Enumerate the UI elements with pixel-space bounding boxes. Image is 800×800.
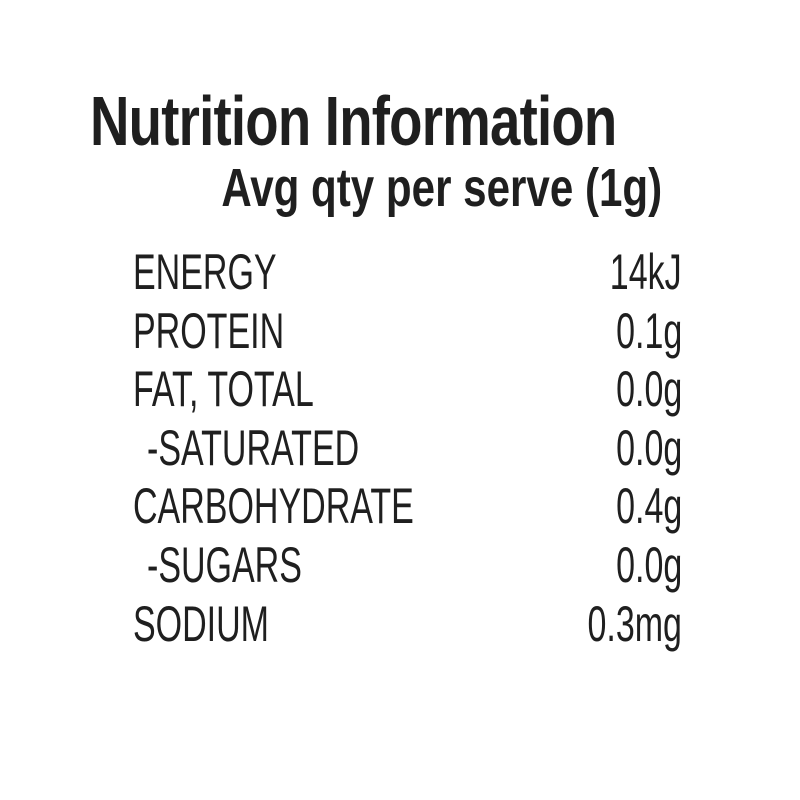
- nutrient-row-energy: ENERGY 14kJ: [133, 243, 682, 302]
- nutrient-name: -SUGARS: [147, 536, 302, 593]
- nutrient-value: 0.0g: [615, 361, 682, 418]
- nutrient-row-carbohydrate: CARBOHYDRATE 0.4g: [133, 477, 682, 536]
- nutrition-title: Nutrition Information: [90, 82, 617, 160]
- serving-subtitle: Avg qty per serve (1g): [221, 158, 662, 218]
- nutrient-row-protein: PROTEIN 0.1g: [133, 302, 682, 361]
- nutrient-table: ENERGY 14kJ PROTEIN 0.1g FAT, TOTAL 0.0g…: [133, 243, 682, 653]
- nutrient-value: 0.4g: [615, 478, 682, 535]
- nutrient-name: -SATURATED: [147, 419, 360, 476]
- nutrient-row-saturated: -SATURATED 0.0g: [133, 419, 682, 478]
- nutrient-name: CARBOHYDRATE: [133, 478, 414, 535]
- nutrient-value: 0.0g: [615, 419, 682, 476]
- nutrient-value: 0.1g: [615, 302, 682, 359]
- nutrient-name: SODIUM: [133, 595, 269, 652]
- nutrient-row-fat-total: FAT, TOTAL 0.0g: [133, 360, 682, 419]
- nutrient-name: ENERGY: [133, 244, 277, 300]
- nutrient-value: 0.0g: [615, 536, 682, 593]
- nutrient-name: FAT, TOTAL: [133, 361, 314, 418]
- nutrient-name: PROTEIN: [133, 302, 285, 359]
- nutrient-value: 14kJ: [610, 244, 682, 300]
- nutrient-row-sugars: -SUGARS 0.0g: [133, 536, 682, 595]
- nutrient-value: 0.3mg: [587, 595, 682, 652]
- nutrient-row-sodium: SODIUM 0.3mg: [133, 595, 682, 654]
